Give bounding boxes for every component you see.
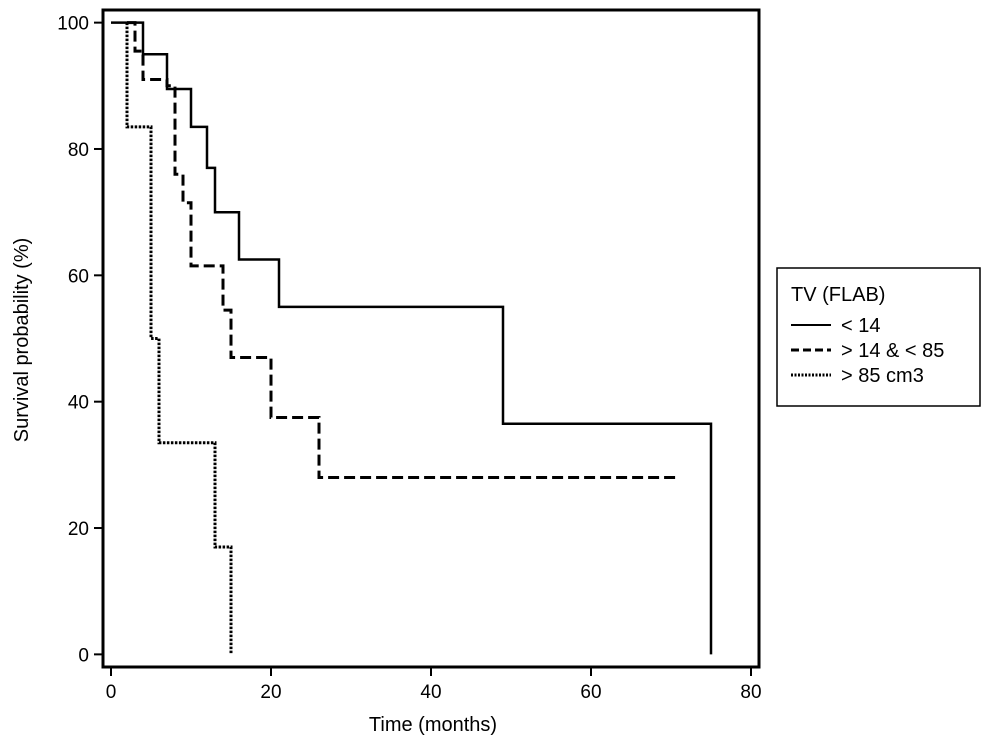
y-tick-label: 80	[68, 140, 89, 161]
legend: TV (FLAB) < 14 > 14 & < 85 > 85 cm3	[776, 267, 981, 407]
legend-label-2: > 85 cm3	[841, 365, 924, 387]
y-axis: 0 20 40 60 80 100	[57, 14, 103, 666]
legend-title: TV (FLAB)	[791, 284, 885, 306]
x-tick-label: 40	[420, 682, 441, 703]
series-line-0	[111, 21, 713, 655]
x-axis-title: Time (months)	[369, 714, 497, 736]
legend-box	[776, 267, 981, 407]
series-line-2	[125, 22, 233, 655]
series-layer	[111, 21, 713, 655]
series-line-1	[127, 21, 679, 479]
plot-frame	[101, 8, 761, 669]
y-tick-label: 40	[68, 393, 89, 414]
legend-label-0: < 14	[841, 315, 880, 337]
y-tick-label: 20	[68, 519, 89, 540]
y-tick-label: 60	[68, 266, 89, 287]
plot-area	[101, 8, 761, 669]
x-tick-label: 0	[106, 682, 117, 703]
legend-label-1: > 14 & < 85	[841, 340, 944, 362]
y-axis-title: Survival probability (%)	[11, 238, 33, 443]
y-tick-label: 0	[78, 645, 89, 666]
x-axis: 0 20 40 60 80	[106, 667, 762, 703]
x-tick-label: 60	[580, 682, 601, 703]
x-tick-label: 80	[740, 682, 761, 703]
legend-items: < 14 > 14 & < 85 > 85 cm3	[791, 315, 944, 387]
y-tick-label: 100	[57, 14, 89, 35]
x-tick-label: 20	[260, 682, 281, 703]
